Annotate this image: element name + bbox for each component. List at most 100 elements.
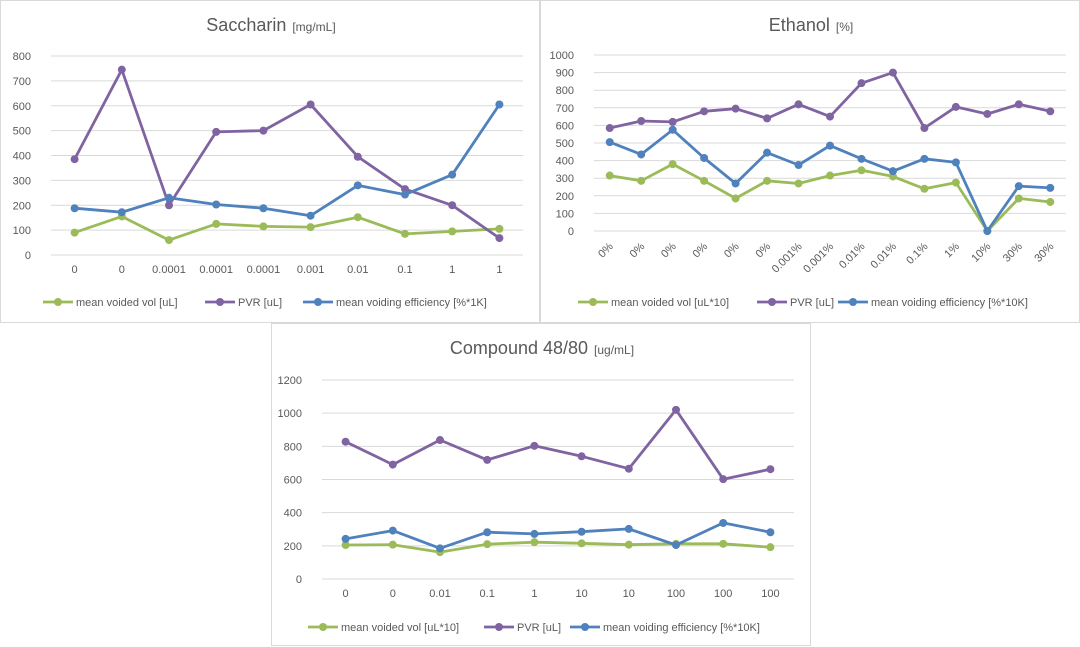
x-tick-label: 100 bbox=[761, 588, 779, 600]
data-point bbox=[857, 79, 866, 88]
data-point bbox=[983, 109, 992, 118]
x-tick-label: 0 bbox=[343, 588, 349, 600]
data-point bbox=[353, 181, 362, 190]
data-point bbox=[577, 539, 586, 548]
data-point bbox=[672, 541, 680, 550]
data-point bbox=[212, 127, 221, 136]
data-point bbox=[826, 171, 834, 180]
y-tick-label: 500 bbox=[13, 126, 31, 138]
y-tick-label: 700 bbox=[556, 103, 574, 115]
data-point bbox=[483, 540, 492, 549]
legend-marker bbox=[495, 623, 503, 631]
data-point bbox=[341, 437, 350, 446]
x-tick-label: 0 bbox=[72, 264, 78, 276]
y-tick-label: 0 bbox=[296, 574, 302, 586]
y-tick-label: 300 bbox=[556, 173, 574, 185]
data-point bbox=[259, 126, 268, 135]
data-point bbox=[353, 152, 362, 161]
data-point bbox=[731, 194, 740, 203]
data-point bbox=[857, 154, 866, 163]
x-tick-label: 1% bbox=[942, 240, 962, 260]
x-tick-label: 0.1 bbox=[397, 264, 412, 276]
y-tick-label: 400 bbox=[556, 156, 574, 168]
y-tick-label: 900 bbox=[556, 68, 574, 80]
data-point bbox=[951, 178, 960, 187]
data-point bbox=[165, 236, 173, 245]
x-tick-label: 1 bbox=[449, 264, 455, 276]
data-point bbox=[1014, 100, 1023, 109]
y-tick-label: 600 bbox=[284, 475, 302, 487]
data-point bbox=[719, 539, 728, 548]
data-point bbox=[624, 540, 633, 549]
data-point bbox=[483, 455, 492, 464]
legend-label: mean voiding efficiency [%*1K] bbox=[336, 297, 487, 309]
data-point bbox=[448, 201, 457, 210]
legend-label: mean voiding efficiency [%*10K] bbox=[603, 622, 760, 634]
series-line-mean-voided-vol-ul-10 bbox=[345, 540, 771, 554]
y-tick-label: 500 bbox=[556, 138, 574, 150]
data-point bbox=[637, 176, 646, 185]
data-point bbox=[763, 148, 772, 157]
legend-label: PVR [uL] bbox=[790, 297, 834, 309]
chart-title: Saccharin [mg/mL] bbox=[206, 15, 335, 35]
data-point bbox=[763, 114, 772, 123]
x-tick-label: 0.1 bbox=[480, 588, 495, 600]
x-tick-label: 30% bbox=[1001, 240, 1025, 264]
data-point bbox=[637, 117, 646, 125]
data-point bbox=[794, 179, 803, 188]
legend-label: mean voided vol [uL] bbox=[76, 297, 178, 309]
legend-marker bbox=[319, 623, 327, 631]
data-point bbox=[719, 475, 728, 484]
legend-marker bbox=[768, 298, 776, 306]
data-point bbox=[212, 219, 221, 228]
data-point bbox=[794, 161, 803, 169]
data-point bbox=[826, 141, 834, 150]
y-tick-label: 100 bbox=[556, 208, 574, 220]
legend-label: PVR [uL] bbox=[517, 622, 561, 634]
y-tick-label: 700 bbox=[13, 76, 31, 88]
data-point bbox=[401, 229, 409, 238]
data-point bbox=[668, 117, 677, 126]
x-tick-label: 0.0001 bbox=[199, 264, 233, 276]
x-tick-label: 0.0001 bbox=[247, 264, 281, 276]
data-point bbox=[766, 528, 775, 537]
x-tick-label: 0 bbox=[119, 264, 125, 276]
data-point bbox=[495, 224, 504, 233]
data-point bbox=[388, 460, 397, 469]
data-point bbox=[577, 452, 586, 461]
y-tick-label: 800 bbox=[284, 441, 302, 453]
series-line-mean-voided-vol-ul bbox=[74, 214, 500, 242]
data-point bbox=[530, 441, 539, 450]
series-line-mean-voiding-efficiency-1k bbox=[74, 103, 501, 218]
x-tick-label: 0.1% bbox=[904, 240, 930, 266]
data-point bbox=[700, 176, 709, 185]
y-tick-label: 1000 bbox=[278, 408, 302, 420]
x-tick-label: 0% bbox=[596, 240, 616, 260]
x-tick-label: 0.001% bbox=[801, 240, 836, 275]
data-point bbox=[920, 124, 929, 133]
x-tick-label: 30% bbox=[1032, 240, 1056, 264]
data-point bbox=[306, 223, 315, 232]
chart-title: Ethanol [%] bbox=[769, 15, 853, 35]
data-point bbox=[719, 518, 728, 527]
data-point bbox=[341, 534, 350, 543]
compound-48-80-chart-svg: Compound 48/80 [ug/mL]0200400600800100012… bbox=[278, 338, 794, 634]
data-point bbox=[668, 160, 677, 169]
data-point bbox=[530, 538, 539, 547]
x-tick-label: 0.0001 bbox=[152, 264, 186, 276]
y-tick-label: 600 bbox=[13, 101, 31, 113]
data-point bbox=[763, 176, 772, 185]
data-point bbox=[165, 201, 173, 210]
legend-label: mean voided vol [uL*10] bbox=[611, 297, 729, 309]
data-point bbox=[605, 124, 614, 133]
legend-label: mean voided vol [uL*10] bbox=[341, 622, 459, 634]
saccharin-chart-svg: Saccharin [mg/mL]010020030040050060070080… bbox=[13, 15, 523, 309]
x-tick-label: 10 bbox=[623, 588, 635, 600]
data-point bbox=[530, 529, 539, 538]
data-point bbox=[1014, 194, 1023, 203]
data-point bbox=[577, 527, 586, 536]
data-point bbox=[259, 204, 268, 213]
y-tick-label: 0 bbox=[25, 250, 31, 262]
data-point bbox=[70, 228, 79, 237]
x-tick-label: 0% bbox=[722, 240, 742, 260]
